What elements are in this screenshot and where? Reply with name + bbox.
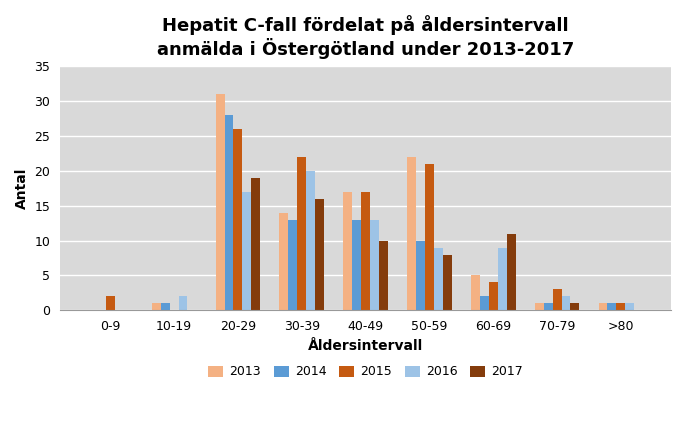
Bar xyxy=(361,192,370,310)
Bar xyxy=(251,178,260,310)
Bar xyxy=(407,157,416,310)
Bar xyxy=(352,220,361,310)
Y-axis label: Antal: Antal xyxy=(15,168,29,209)
Bar xyxy=(297,157,306,310)
Bar xyxy=(315,199,324,310)
Bar xyxy=(571,303,580,310)
X-axis label: Åldersintervall: Åldersintervall xyxy=(308,339,423,353)
Bar xyxy=(599,303,608,310)
Bar xyxy=(498,248,507,310)
Bar xyxy=(233,129,242,310)
Bar xyxy=(617,303,626,310)
Bar xyxy=(488,282,498,310)
Bar xyxy=(288,220,297,310)
Bar xyxy=(106,296,115,310)
Bar xyxy=(480,296,488,310)
Bar xyxy=(343,192,352,310)
Bar xyxy=(425,164,434,310)
Bar xyxy=(562,296,571,310)
Bar xyxy=(626,303,635,310)
Bar xyxy=(434,248,442,310)
Bar xyxy=(161,303,169,310)
Bar xyxy=(553,289,562,310)
Title: Hepatit C-fall fördelat på åldersintervall
anmälda i Östergötland under 2013-201: Hepatit C-fall fördelat på åldersinterva… xyxy=(157,15,574,59)
Bar xyxy=(608,303,617,310)
Bar xyxy=(224,115,233,310)
Bar xyxy=(370,220,379,310)
Legend: 2013, 2014, 2015, 2016, 2017: 2013, 2014, 2015, 2016, 2017 xyxy=(203,361,528,384)
Bar xyxy=(507,234,516,310)
Bar xyxy=(544,303,553,310)
Bar xyxy=(416,241,425,310)
Bar xyxy=(215,94,224,310)
Bar xyxy=(471,275,480,310)
Bar xyxy=(379,241,388,310)
Bar xyxy=(152,303,161,310)
Bar xyxy=(279,213,288,310)
Bar xyxy=(242,192,251,310)
Bar xyxy=(442,255,452,310)
Bar xyxy=(534,303,544,310)
Bar xyxy=(306,171,315,310)
Bar xyxy=(178,296,187,310)
